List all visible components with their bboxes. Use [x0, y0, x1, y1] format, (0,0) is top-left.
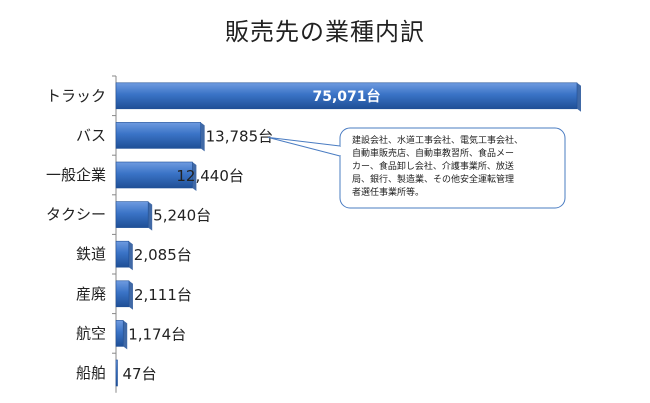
data-label: 1,174台 — [128, 325, 186, 343]
callout-text-line: カー、食品卸し会社、介護事業所、放送 — [352, 160, 514, 172]
bar-side — [128, 241, 133, 271]
data-label: 5,240台 — [153, 207, 211, 225]
bar — [115, 201, 149, 228]
bar — [115, 320, 124, 347]
callout-pointer — [267, 136, 341, 157]
data-label: 13,785台 — [206, 127, 274, 145]
callout-text-line: 建設会社、水道工事会社、電気工事会社、 — [352, 134, 523, 146]
bar-side — [123, 320, 128, 350]
callout-text-line: 局、銀行、製造業、その他安全運転管理 — [352, 173, 514, 185]
callout-text-line: 自動車販売店、自動車教習所、食品メー — [352, 147, 514, 159]
bar-side — [148, 201, 153, 231]
category-label: タクシー — [46, 206, 106, 224]
data-label: 2,111台 — [134, 286, 192, 304]
data-label: 75,071台 — [312, 88, 380, 105]
bar — [115, 122, 201, 149]
callout-text-line: 者選任事業所等。 — [352, 186, 424, 198]
bar-side — [200, 122, 205, 152]
bar — [115, 82, 578, 110]
data-label: 2,085台 — [134, 246, 192, 264]
callout-box — [339, 127, 566, 209]
bar — [115, 280, 130, 308]
data-label: 12,440台 — [176, 167, 244, 185]
data-label: 47台 — [123, 365, 157, 383]
annotation-callout: 建設会社、水道工事会社、電気工事会社、自動車販売店、自動車教習所、食品メーカー、… — [267, 127, 566, 209]
chart-title: 販売先の業種内訳 — [225, 18, 425, 46]
bar-side — [192, 162, 197, 191]
bar-side — [577, 82, 581, 112]
bar — [115, 359, 118, 387]
category-label: 鉄道 — [76, 245, 106, 263]
bar-side — [128, 280, 133, 310]
category-label: 産廃 — [76, 285, 106, 303]
category-label: 船舶 — [76, 364, 106, 382]
bar — [115, 161, 193, 189]
bar — [115, 240, 130, 268]
category-label: トラック — [46, 87, 106, 105]
category-label: 航空 — [76, 324, 106, 342]
category-label: 一般企業 — [46, 166, 106, 184]
category-label: バス — [76, 126, 106, 144]
